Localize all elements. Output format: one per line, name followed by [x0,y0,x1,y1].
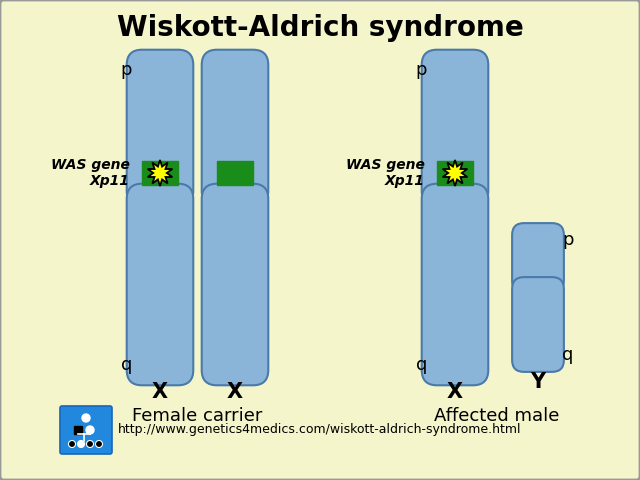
FancyBboxPatch shape [127,50,193,206]
Circle shape [95,441,102,447]
Text: q: q [562,346,573,364]
FancyBboxPatch shape [422,184,488,385]
Bar [437,161,473,185]
Text: Y: Y [531,372,545,392]
Text: http://www.genetics4medics.com/wiskott-aldrich-syndrome.html: http://www.genetics4medics.com/wiskott-a… [118,423,522,436]
Text: X: X [227,382,243,402]
FancyBboxPatch shape [60,406,112,454]
Text: Female carrier: Female carrier [132,407,262,425]
Circle shape [68,441,76,447]
Text: Xp11: Xp11 [90,174,130,188]
Polygon shape [443,160,467,186]
Text: WAS gene: WAS gene [346,158,425,172]
Polygon shape [148,160,172,186]
Text: q: q [120,356,132,374]
Text: X: X [152,382,168,402]
Circle shape [82,414,90,422]
Text: X: X [447,382,463,402]
Circle shape [86,426,94,434]
FancyBboxPatch shape [202,184,268,385]
Text: Xp11: Xp11 [385,174,425,188]
Text: q: q [415,356,427,374]
FancyBboxPatch shape [422,50,488,206]
Text: Wiskott-Aldrich syndrome: Wiskott-Aldrich syndrome [116,14,524,42]
Bar [142,161,178,185]
Text: Affected male: Affected male [434,407,559,425]
Text: WAS gene: WAS gene [51,158,130,172]
Bar [217,161,253,185]
FancyBboxPatch shape [512,277,564,372]
Text: p: p [120,61,132,79]
FancyBboxPatch shape [512,223,564,293]
Circle shape [77,441,84,447]
Text: p: p [415,61,427,79]
Circle shape [86,441,93,447]
FancyBboxPatch shape [127,184,193,385]
Text: p: p [562,231,573,249]
Bar [74,426,82,434]
FancyBboxPatch shape [202,50,268,206]
